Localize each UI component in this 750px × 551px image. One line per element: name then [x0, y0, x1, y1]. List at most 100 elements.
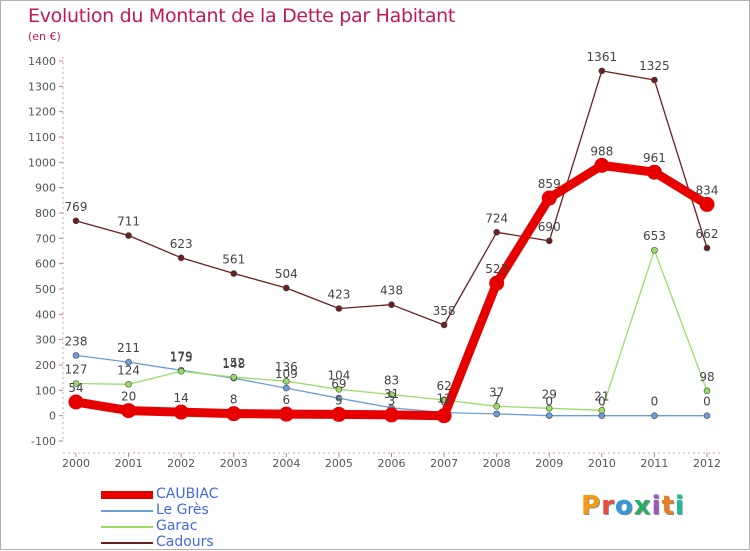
data-label-cadours: 1361 [587, 50, 618, 64]
y-tick-label: 1200 [28, 106, 56, 119]
data-label-cadours: 724 [485, 211, 508, 225]
data-point-cadours [545, 237, 553, 245]
data-point-caubiac [541, 190, 557, 206]
y-tick-label: 500 [35, 283, 56, 296]
data-point-caubiac [278, 406, 294, 422]
data-label-cadours: 711 [117, 215, 140, 229]
chart-title: Evolution du Montant de la Dette par Hab… [28, 5, 456, 27]
data-label-le-gr-s: 148 [222, 357, 245, 371]
y-tick-label: 100 [35, 384, 56, 397]
data-label-garac: 29 [542, 387, 557, 401]
y-tick-label: 900 [35, 182, 56, 195]
series-layer [68, 67, 715, 424]
data-point-caubiac [173, 404, 189, 420]
data-label-garac: 62 [436, 379, 451, 393]
data-point-caubiac [594, 157, 610, 173]
y-tick-label: 1000 [28, 156, 56, 169]
data-point-caubiac [699, 196, 715, 212]
data-label-caubiac: 523 [485, 262, 508, 276]
logo-letter: P [581, 491, 602, 521]
data-label-le-gr-s: 238 [65, 334, 88, 348]
y-tick-label: 200 [35, 359, 56, 372]
data-point-cadours [230, 270, 238, 277]
data-point-caubiac [68, 394, 84, 410]
data-label-caubiac: 3 [388, 394, 396, 408]
data-label-garac: 37 [489, 385, 504, 399]
data-point-caubiac [121, 403, 137, 419]
data-point-cadours [177, 254, 185, 262]
data-point-garac [125, 380, 132, 388]
y-tick-label: 600 [35, 258, 56, 271]
data-label-le-gr-s: 7 [493, 393, 501, 407]
data-point-cadours [72, 217, 80, 225]
data-label-le-gr-s: 109 [275, 367, 298, 381]
chart-axes: -100010020030040050060070080090010001100… [28, 55, 721, 470]
data-point-garac [703, 387, 711, 395]
data-label-cadours: 561 [222, 253, 245, 267]
data-label-cadours: 623 [170, 237, 193, 251]
data-point-garac [335, 386, 343, 393]
data-label-caubiac: 6 [283, 393, 291, 407]
data-label-cadours: 690 [538, 220, 561, 234]
data-label-garac: 21 [594, 389, 609, 403]
data-point-cadours [125, 232, 132, 239]
x-tick-label: 2006 [378, 457, 406, 470]
legend-label: Garac [156, 518, 198, 534]
data-label-le-gr-s: 0 [703, 395, 711, 409]
data-label-caubiac: 961 [643, 151, 666, 165]
data-label-garac: 124 [117, 363, 140, 377]
data-label-garac: 653 [643, 229, 666, 243]
data-label-cadours: 769 [65, 200, 88, 214]
data-point-cadours [598, 67, 606, 75]
y-tick-label: 800 [35, 207, 56, 220]
data-point-le-gr-s [283, 384, 290, 392]
data-label-caubiac: 859 [538, 177, 561, 191]
legend-swatch [101, 510, 153, 512]
data-label-caubiac: 834 [696, 183, 719, 197]
logo-letter: i [651, 491, 662, 521]
x-tick-label: 2003 [220, 457, 248, 470]
data-point-caubiac [331, 406, 347, 422]
data-label-cadours: 423 [327, 288, 350, 302]
data-label-le-gr-s: 12 [436, 392, 451, 406]
x-tick-label: 2001 [115, 457, 143, 470]
y-tick-label: 0 [49, 410, 56, 423]
legend-label: CAUBIAC [156, 486, 219, 502]
data-point-garac [177, 368, 185, 375]
logo-letter: r [601, 491, 615, 521]
y-tick-label: -100 [31, 435, 56, 448]
y-tick-label: 700 [35, 232, 56, 245]
data-point-garac [493, 402, 500, 410]
data-point-le-gr-s [703, 412, 711, 419]
x-tick-label: 2010 [588, 457, 616, 470]
data-point-garac [545, 405, 553, 412]
data-label-cadours: 358 [433, 304, 456, 318]
logo-letter: o [614, 491, 634, 521]
data-label-le-gr-s: 0 [598, 395, 606, 409]
data-point-caubiac [384, 407, 399, 423]
logo-letter: i [674, 491, 685, 521]
x-tick-label: 2012 [693, 457, 721, 470]
y-tick-label: 1300 [28, 80, 56, 93]
data-label-le-gr-s: 0 [545, 395, 553, 409]
data-label-le-gr-s: 211 [117, 341, 140, 355]
data-point-le-gr-s [493, 410, 500, 418]
data-label-garac: 152 [222, 356, 245, 370]
data-point-cadours [703, 244, 711, 252]
data-label-cadours: 438 [380, 284, 403, 298]
data-label-caubiac: 54 [68, 381, 83, 395]
logo-letter: x [633, 491, 652, 521]
chart-unit-label: (en €) [28, 30, 61, 43]
data-point-le-gr-s [545, 412, 553, 419]
x-tick-label: 2007 [430, 457, 458, 470]
data-label-caubiac: 14 [174, 391, 189, 405]
data-label-le-gr-s: 0 [651, 395, 659, 409]
x-tick-label: 2008 [483, 457, 511, 470]
y-tick-label: 300 [35, 334, 56, 347]
data-point-caubiac [436, 408, 452, 424]
data-point-caubiac [489, 275, 505, 291]
legend-swatch [101, 491, 153, 499]
data-point-garac [651, 246, 658, 254]
